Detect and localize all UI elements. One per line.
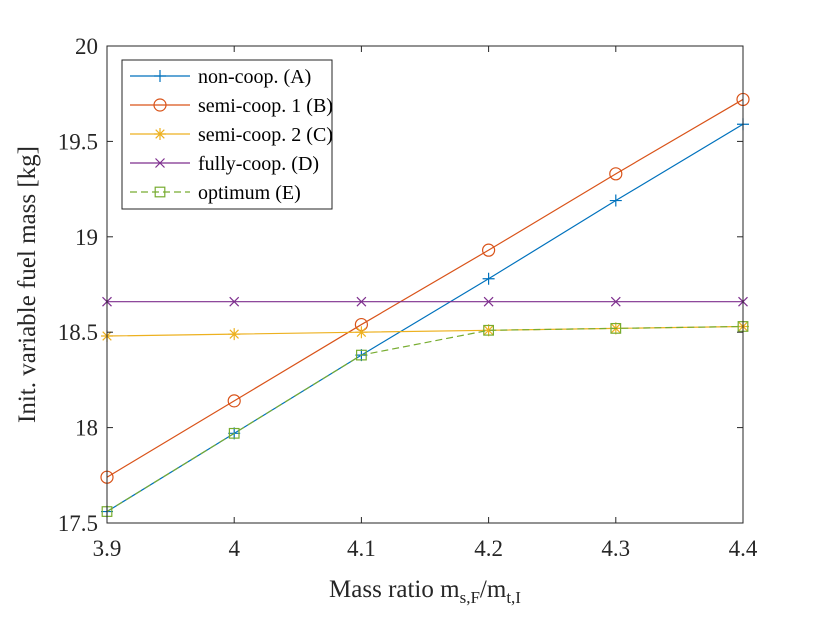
marker-circle [153,98,167,112]
marker-x [483,296,494,307]
legend-label: fully-coop. (D) [198,153,319,175]
legend-label: semi-coop. 2 (C) [198,124,333,146]
legend-label: semi-coop. 1 (B) [198,95,333,117]
x-tick-label: 4.4 [729,536,758,561]
x-axis-title-mid: /m [480,576,507,603]
y-tick-label: 19.5 [58,129,98,154]
series-line [106,98,744,478]
series-line [106,325,744,513]
y-axis-title: Init. variable fuel mass [kg] [14,146,41,423]
ticks-layer: 3.9 4 4.1 4.2 4.3 4.4 17.5 18 18.5 19 19.5 20 [58,34,758,561]
marker-asterisk [228,328,241,341]
legend-entry: semi-coop. 2 (C) [130,124,333,146]
marker-square [356,349,367,361]
marker-asterisk [482,324,495,337]
x-tick-label: 4.3 [601,536,630,561]
marker-square [610,322,622,334]
marker-x [155,158,165,168]
x-tick-label: 3.9 [93,536,122,561]
marker-square [228,427,240,439]
y-tick-label: 18 [75,416,98,441]
marker-circle [227,394,241,408]
x-axis-title-sub2: t,I [506,588,521,607]
legend-entry: optimum (E) [130,182,301,204]
marker-x [229,296,240,307]
y-tick-label: 18.5 [58,320,98,345]
marker-plus [609,194,622,207]
legend-label: optimum (E) [198,182,301,204]
x-axis-title: Mass ratio ms,F/mt,I [329,576,521,607]
marker-asterisk [154,128,166,140]
marker-plus [154,70,166,82]
legend-entry: semi-coop. 1 (B) [130,95,333,117]
marker-square [483,324,494,336]
x-tick-label: 4 [228,536,240,561]
marker-circle [482,243,496,257]
marker-plus [482,272,495,285]
series-3 [102,296,748,307]
y-tick-label: 19 [75,225,98,250]
marker-x [610,296,621,307]
y-tick-label: 17.5 [58,511,98,536]
legend-entry: non-coop. (A) [130,66,311,88]
x-axis-title-sub1: s,F [460,588,480,607]
marker-circle [609,167,623,181]
legend-entry: fully-coop. (D) [130,153,319,175]
series-layer [100,92,750,518]
marker-x [356,296,367,307]
legend-label: non-coop. (A) [198,66,311,88]
marker-square [154,186,166,198]
plot-frame [106,45,744,524]
x-tick-label: 4.1 [347,536,376,561]
legend: non-coop. (A) semi-coop. 1 (B) semi-coop. … [121,59,333,210]
x-axis-title-main: Mass ratio m [329,576,460,603]
y-tick-label: 20 [75,34,98,59]
x-tick-label: 4.2 [474,536,503,561]
marker-asterisk [355,326,368,339]
